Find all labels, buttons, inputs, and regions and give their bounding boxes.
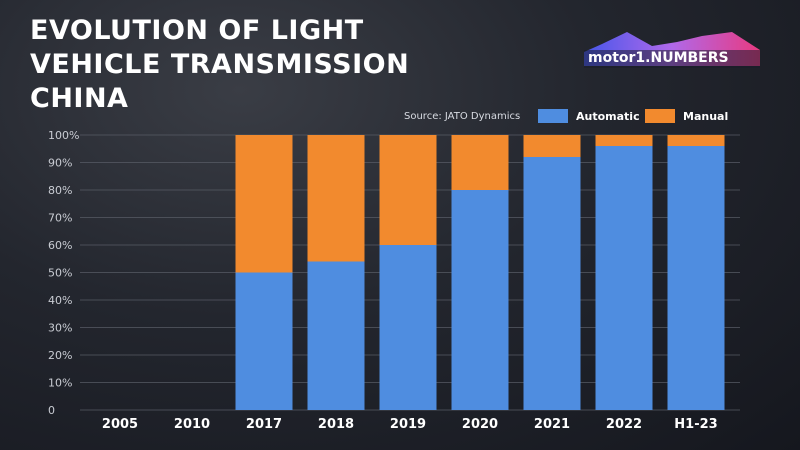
y-tick-label: 30% (48, 322, 72, 335)
y-tick-label: 60% (48, 239, 72, 252)
x-tick-label: H1-23 (674, 417, 717, 432)
bar-manual-2019 (379, 135, 437, 245)
x-tick-label: 2005 (102, 417, 138, 432)
legend-automatic: Automatic (538, 109, 640, 123)
title-line-2: VEHICLE TRANSMISSION (30, 49, 410, 80)
y-tick-label: 100% (48, 129, 79, 142)
bar-manual-H1-23 (667, 135, 725, 146)
bar-manual-2017 (235, 135, 293, 273)
y-tick-label: 90% (48, 157, 72, 170)
x-tick-label: 2022 (606, 417, 642, 432)
bar-automatic-H1-23 (667, 146, 725, 410)
bar-manual-2018 (307, 135, 365, 262)
legend-label: Automatic (576, 109, 640, 123)
y-tick-label: 20% (48, 349, 72, 362)
bar-automatic-2019 (379, 245, 437, 410)
y-tick-label: 50% (48, 267, 72, 280)
chart-title: EVOLUTION OF LIGHT VEHICLE TRANSMISSION … (30, 14, 409, 116)
bar-automatic-2017 (235, 272, 293, 410)
logo-text: motor1.NUMBERS (588, 50, 729, 66)
bar-manual-2022 (595, 135, 653, 146)
legend-swatch-manual (645, 109, 675, 123)
motor1-numbers-logo: motor1.NUMBERS (584, 32, 760, 68)
x-tick-label: 2017 (246, 417, 282, 432)
legend-manual: Manual (645, 109, 728, 123)
bar-automatic-2020 (451, 190, 509, 410)
bar-automatic-2022 (595, 146, 653, 410)
y-tick-label: 80% (48, 184, 72, 197)
legend-swatch-automatic (538, 109, 568, 123)
bar-automatic-2021 (523, 157, 581, 410)
legend-label: Manual (683, 109, 729, 123)
bar-manual-2020 (451, 135, 509, 190)
y-tick-label: 10% (48, 377, 72, 390)
y-tick-label: 70% (48, 212, 72, 225)
x-tick-label: 2019 (390, 417, 426, 432)
bar-manual-2021 (523, 135, 581, 157)
source-note: Source: JATO Dynamics (404, 111, 521, 122)
x-tick-label: 2010 (174, 417, 210, 432)
y-tick-label: 40% (48, 294, 72, 307)
title-line-1: EVOLUTION OF LIGHT (30, 15, 364, 46)
y-tick-label: 0 (48, 404, 55, 417)
x-tick-label: 2021 (534, 417, 570, 432)
x-tick-label: 2018 (318, 417, 354, 432)
title-line-3: CHINA (30, 83, 129, 114)
bar-automatic-2018 (307, 261, 365, 410)
x-tick-label: 2020 (462, 417, 498, 432)
